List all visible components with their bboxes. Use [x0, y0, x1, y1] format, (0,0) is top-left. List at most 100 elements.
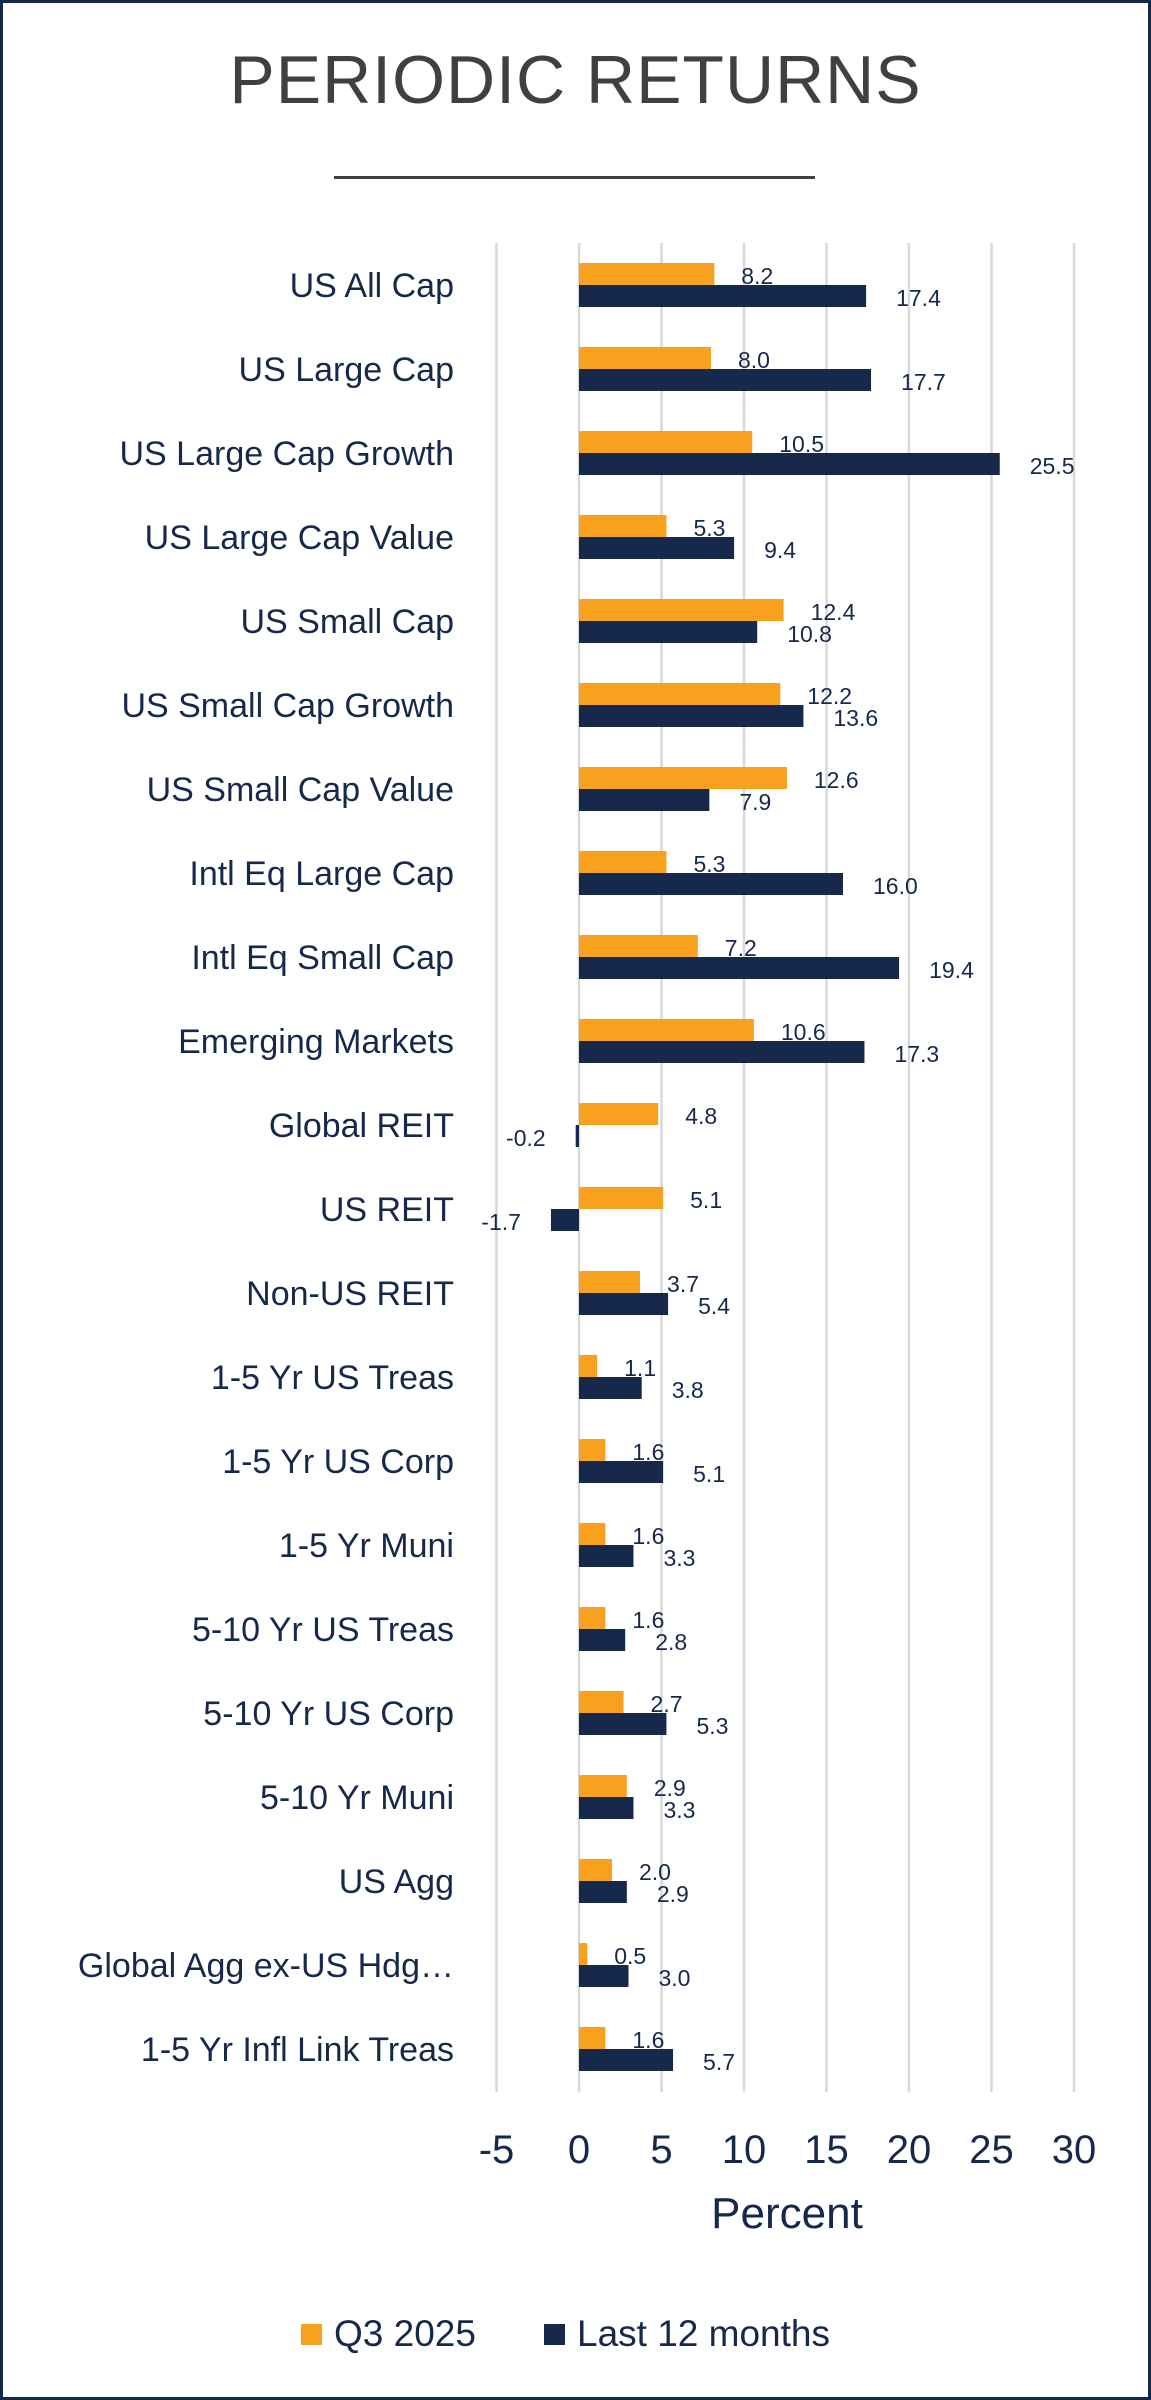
- data-label-last-12-months-intl-eq-small-cap: 19.4: [929, 957, 974, 983]
- data-label-q3-2025-emerging-markets: 10.6: [781, 1019, 826, 1045]
- category-label-us-large-cap-growth: US Large Cap Growth: [120, 435, 455, 473]
- legend-label-q3-2025: Q3 2025: [334, 2313, 476, 2354]
- data-label-last-12-months-1-5-yr-us-corp: 5.1: [693, 1461, 725, 1487]
- data-label-q3-2025-us-all-cap: 8.2: [741, 263, 773, 289]
- category-label-1-5-yr-us-treas: 1-5 Yr US Treas: [211, 1359, 454, 1397]
- data-label-last-12-months-us-large-cap-value: 9.4: [764, 537, 796, 563]
- x-tick-label: 15: [804, 2128, 849, 2172]
- category-label-us-agg: US Agg: [339, 1863, 454, 1901]
- category-label-1-5-yr-muni: 1-5 Yr Muni: [279, 1527, 454, 1565]
- data-label-last-12-months-us-large-cap: 17.7: [901, 369, 946, 395]
- data-label-last-12-months-us-large-cap-growth: 25.5: [1030, 453, 1075, 479]
- data-label-q3-2025-5-10-yr-us-corp: 2.7: [651, 1691, 683, 1717]
- data-label-last-12-months-us-small-cap-value: 7.9: [739, 789, 771, 815]
- bar-q3-2025-5-10-yr-us-treas: [579, 1607, 606, 1629]
- data-label-last-12-months-1-5-yr-infl-link-treas: 5.7: [703, 2049, 735, 2075]
- data-label-q3-2025-global-agg-ex-us-hdg: 0.5: [614, 1943, 646, 1969]
- x-tick-label: -5: [479, 2128, 515, 2172]
- category-label-global-reit: Global REIT: [269, 1107, 454, 1145]
- data-label-last-12-months-1-5-yr-muni: 3.3: [663, 1545, 695, 1571]
- title-underline: [334, 176, 815, 179]
- bar-last-12-months-us-large-cap-growth: [579, 453, 1000, 475]
- bar-q3-2025-1-5-yr-muni: [579, 1523, 606, 1545]
- category-labels: US All Cap US Large Cap US Large Cap Growt…: [78, 267, 454, 2069]
- bar-last-12-months-global-reit: [575, 1125, 579, 1147]
- data-label-q3-2025-intl-eq-small-cap: 7.2: [725, 935, 757, 961]
- bar-q3-2025-intl-eq-large-cap: [579, 851, 667, 873]
- data-label-last-12-months-1-5-yr-us-treas: 3.8: [672, 1377, 704, 1403]
- category-label-5-10-yr-muni: 5-10 Yr Muni: [260, 1779, 454, 1817]
- data-label-last-12-months-global-agg-ex-us-hdg: 3.0: [659, 1965, 691, 1991]
- bar-q3-2025-us-reit: [579, 1187, 664, 1209]
- legend-item-last-12-months: Last 12 months: [544, 2312, 830, 2356]
- data-label-last-12-months-us-small-cap-growth: 13.6: [833, 705, 878, 731]
- bar-last-12-months-intl-eq-small-cap: [579, 957, 900, 979]
- category-label-us-all-cap: US All Cap: [290, 267, 454, 305]
- bar-last-12-months-5-10-yr-us-treas: [579, 1629, 626, 1651]
- data-label-last-12-months-intl-eq-large-cap: 16.0: [873, 873, 918, 899]
- bar-q3-2025-global-reit: [579, 1103, 659, 1125]
- category-label-5-10-yr-us-treas: 5-10 Yr US Treas: [192, 1611, 454, 1649]
- chart-title: PERIODIC RETURNS: [229, 42, 922, 118]
- bar-q3-2025-global-agg-ex-us-hdg: [579, 1943, 588, 1965]
- data-label-last-12-months-non-us-reit: 5.4: [698, 1293, 730, 1319]
- category-label-global-agg-ex-us-hdg: Global Agg ex-US Hdg…: [78, 1947, 454, 1985]
- bar-last-12-months-us-large-cap: [579, 369, 872, 391]
- bar-last-12-months-1-5-yr-us-treas: [579, 1377, 642, 1399]
- x-tick-label: 10: [722, 2128, 767, 2172]
- bar-q3-2025-us-large-cap-value: [579, 515, 667, 537]
- data-label-q3-2025-1-5-yr-us-treas: 1.1: [624, 1355, 656, 1381]
- data-label-q3-2025-us-small-cap: 12.4: [811, 599, 856, 625]
- bar-last-12-months-1-5-yr-infl-link-treas: [579, 2049, 674, 2071]
- category-label-us-small-cap-growth: US Small Cap Growth: [121, 687, 454, 725]
- bar-last-12-months-us-all-cap: [579, 285, 867, 307]
- bars: [550, 263, 1000, 2071]
- bar-q3-2025-us-agg: [579, 1859, 612, 1881]
- data-label-q3-2025-1-5-yr-us-corp: 1.6: [632, 1439, 664, 1465]
- bar-last-12-months-1-5-yr-muni: [579, 1545, 634, 1567]
- x-tick-label: 0: [568, 2128, 590, 2172]
- bar-last-12-months-us-large-cap-value: [579, 537, 735, 559]
- data-label-q3-2025-1-5-yr-muni: 1.6: [632, 1523, 664, 1549]
- data-label-last-12-months-us-reit: -1.7: [481, 1209, 521, 1235]
- bar-q3-2025-5-10-yr-muni: [579, 1775, 627, 1797]
- bar-last-12-months-us-reit: [550, 1209, 579, 1231]
- bar-last-12-months-us-small-cap-growth: [579, 705, 804, 727]
- data-label-q3-2025-5-10-yr-us-treas: 1.6: [632, 1607, 664, 1633]
- category-label-1-5-yr-us-corp: 1-5 Yr US Corp: [222, 1443, 454, 1481]
- category-label-us-large-cap-value: US Large Cap Value: [145, 519, 454, 557]
- bar-q3-2025-1-5-yr-us-corp: [579, 1439, 606, 1461]
- bar-last-12-months-global-agg-ex-us-hdg: [579, 1965, 629, 1987]
- x-tick-label: 5: [650, 2128, 672, 2172]
- x-tick-label: 20: [887, 2128, 932, 2172]
- bar-q3-2025-5-10-yr-us-corp: [579, 1691, 624, 1713]
- data-label-q3-2025-us-large-cap-value: 5.3: [693, 515, 725, 541]
- bar-q3-2025-us-large-cap: [579, 347, 711, 369]
- x-tick-label: 25: [969, 2128, 1014, 2172]
- category-label-5-10-yr-us-corp: 5-10 Yr US Corp: [203, 1695, 454, 1733]
- bar-q3-2025-non-us-reit: [579, 1271, 641, 1293]
- bar-q3-2025-intl-eq-small-cap: [579, 935, 698, 957]
- data-label-q3-2025-global-reit: 4.8: [685, 1103, 717, 1129]
- x-tick-labels: -5 0 5 10 15 20 25 30: [479, 2128, 1097, 2172]
- data-label-last-12-months-global-reit: -0.2: [506, 1125, 546, 1151]
- data-label-q3-2025-intl-eq-large-cap: 5.3: [693, 851, 725, 877]
- bar-last-12-months-1-5-yr-us-corp: [579, 1461, 664, 1483]
- data-label-q3-2025-1-5-yr-infl-link-treas: 1.6: [632, 2027, 664, 2053]
- category-label-us-small-cap-value: US Small Cap Value: [147, 771, 454, 809]
- data-label-q3-2025-us-small-cap-growth: 12.2: [807, 683, 852, 709]
- data-label-last-12-months-us-all-cap: 17.4: [896, 285, 941, 311]
- bar-q3-2025-emerging-markets: [579, 1019, 754, 1041]
- bar-last-12-months-emerging-markets: [579, 1041, 865, 1063]
- bar-last-12-months-us-small-cap-value: [579, 789, 710, 811]
- bar-last-12-months-us-agg: [579, 1881, 627, 1903]
- legend-swatch-last-12-months: [544, 2323, 565, 2345]
- category-label-emerging-markets: Emerging Markets: [178, 1023, 454, 1061]
- data-label-q3-2025-non-us-reit: 3.7: [667, 1271, 699, 1297]
- category-label-us-reit: US REIT: [320, 1191, 454, 1229]
- legend-label-last-12-months: Last 12 months: [577, 2313, 830, 2354]
- data-label-last-12-months-us-agg: 2.9: [657, 1881, 689, 1907]
- bar-q3-2025-us-small-cap-value: [579, 767, 787, 789]
- data-labels: 8.2 17.4 8.0 17.7 10.5 25.5 5.3 9.4 12.410.8 12.2…: [481, 263, 1074, 2075]
